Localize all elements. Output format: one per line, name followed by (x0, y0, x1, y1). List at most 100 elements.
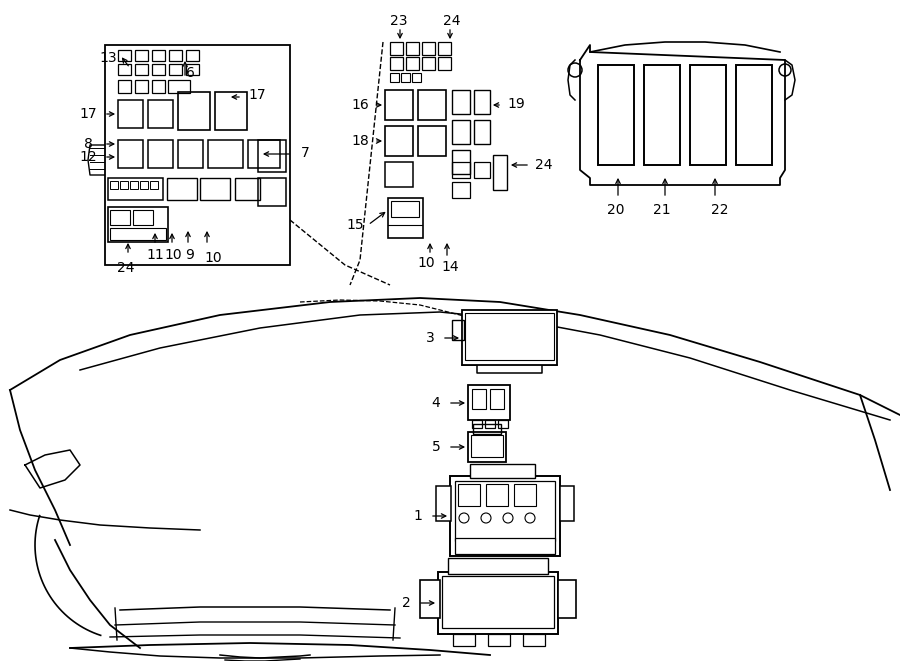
Bar (470, 464, 535, 478)
Bar (523, 634, 545, 646)
Bar (110, 228, 166, 240)
Bar (208, 140, 243, 168)
Bar (455, 481, 555, 541)
Bar (471, 435, 503, 457)
Text: 11: 11 (146, 248, 164, 262)
Bar (248, 140, 280, 168)
Text: 5: 5 (432, 440, 440, 454)
Bar (420, 580, 440, 618)
Text: 3: 3 (426, 331, 435, 345)
Text: 23: 23 (391, 14, 408, 28)
Bar (385, 90, 413, 120)
Bar (438, 57, 451, 70)
Bar (472, 389, 486, 409)
Bar (258, 140, 286, 172)
Bar (148, 140, 173, 168)
Text: 17: 17 (79, 107, 97, 121)
Text: 12: 12 (79, 150, 97, 164)
Bar (118, 80, 131, 93)
Bar (110, 210, 130, 225)
Bar (422, 57, 435, 70)
Bar (130, 181, 138, 189)
Bar (442, 576, 554, 628)
Bar (474, 162, 490, 178)
Bar (135, 80, 148, 93)
Text: 4: 4 (432, 396, 440, 410)
Text: 13: 13 (99, 51, 117, 65)
Text: 20: 20 (608, 203, 625, 217)
Bar (178, 92, 210, 130)
Bar (186, 64, 199, 75)
Bar (558, 580, 576, 618)
Bar (486, 484, 508, 506)
Text: 19: 19 (507, 97, 525, 111)
Bar (118, 64, 131, 75)
Text: 10: 10 (418, 256, 435, 270)
Bar (474, 90, 490, 114)
Bar (452, 162, 470, 178)
Bar (462, 310, 557, 365)
Bar (118, 140, 143, 168)
Bar (453, 634, 475, 646)
Bar (108, 178, 163, 200)
Text: 1: 1 (414, 509, 422, 523)
Bar (514, 484, 536, 506)
Bar (458, 484, 480, 506)
Bar (418, 126, 446, 156)
Bar (422, 42, 435, 55)
Bar (468, 432, 506, 462)
Bar (152, 50, 165, 61)
Text: 6: 6 (185, 66, 194, 80)
Text: 17: 17 (248, 88, 266, 102)
Bar (152, 64, 165, 75)
Bar (474, 120, 490, 144)
Bar (390, 73, 399, 82)
Bar (186, 50, 199, 61)
Bar (473, 424, 501, 434)
Bar (485, 420, 495, 428)
Bar (452, 120, 470, 144)
Bar (258, 178, 286, 206)
Bar (215, 92, 247, 130)
Text: 9: 9 (185, 248, 194, 262)
Text: 2: 2 (401, 596, 410, 610)
Bar (120, 181, 128, 189)
Text: 10: 10 (204, 251, 221, 265)
Text: 22: 22 (711, 203, 729, 217)
Text: 7: 7 (301, 146, 310, 160)
Bar (390, 42, 403, 55)
Bar (412, 73, 421, 82)
Bar (388, 198, 423, 238)
Bar (418, 90, 446, 120)
Bar (452, 182, 470, 198)
Bar (465, 313, 554, 360)
Text: 8: 8 (84, 137, 93, 151)
Bar (235, 178, 260, 200)
Bar (598, 65, 634, 165)
Bar (169, 64, 182, 75)
Bar (644, 65, 680, 165)
Bar (108, 207, 168, 242)
Bar (133, 210, 153, 225)
Bar (118, 100, 143, 128)
Bar (401, 73, 410, 82)
Text: 24: 24 (117, 261, 135, 275)
Bar (169, 50, 182, 61)
Bar (167, 178, 197, 200)
Bar (736, 65, 772, 165)
Bar (135, 50, 148, 61)
Text: 10: 10 (164, 248, 182, 262)
Bar (490, 389, 504, 409)
Bar (110, 181, 118, 189)
Text: 16: 16 (351, 98, 369, 112)
Bar (452, 90, 470, 114)
Text: 15: 15 (346, 218, 364, 232)
Bar (452, 150, 470, 174)
Bar (135, 64, 148, 75)
Bar (178, 140, 203, 168)
Bar (406, 42, 419, 55)
Bar (436, 486, 451, 521)
Bar (493, 155, 507, 190)
Bar (438, 572, 558, 634)
Bar (390, 57, 403, 70)
